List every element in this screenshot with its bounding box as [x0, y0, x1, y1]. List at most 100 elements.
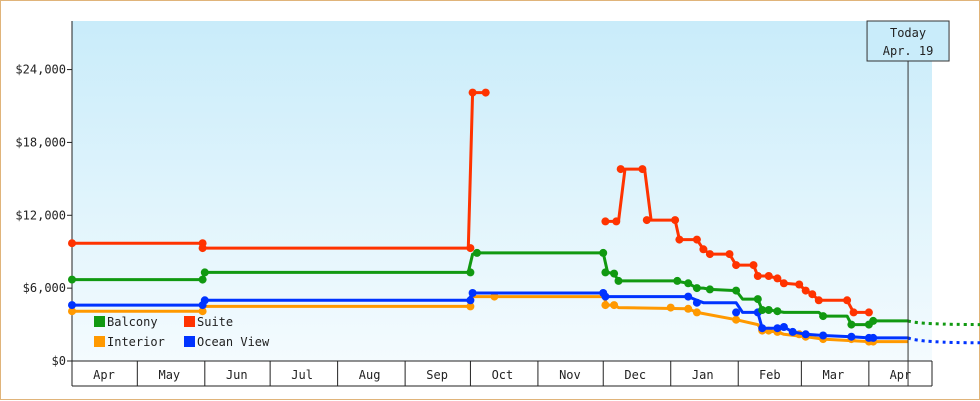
data-point-interior	[466, 302, 475, 311]
series-balcony	[68, 248, 909, 329]
data-point-suite	[749, 261, 758, 270]
x-tick-label: Mar	[823, 368, 845, 382]
x-tick-label: Oct	[492, 368, 514, 382]
data-point-balcony	[847, 320, 856, 329]
data-point-suite	[725, 250, 734, 259]
x-tick-label: Jul	[291, 368, 313, 382]
data-point-suite	[705, 250, 714, 259]
data-point-suite	[601, 217, 610, 226]
data-point-suite	[671, 216, 680, 225]
data-point-ocean-view	[692, 298, 701, 307]
data-point-ocean-view	[819, 331, 828, 340]
data-point-balcony	[466, 268, 475, 277]
data-point-balcony	[601, 268, 610, 277]
y-tick-label: $0	[52, 354, 66, 368]
legend-label-balcony: Balcony	[107, 315, 158, 329]
data-point-balcony	[764, 306, 773, 314]
data-point-balcony	[200, 268, 209, 277]
data-point-suite	[773, 274, 782, 283]
data-point-suite	[801, 286, 810, 295]
y-tick-label: $18,000	[15, 135, 66, 149]
data-point-balcony	[753, 295, 762, 304]
legend-swatch-ocean-view	[184, 336, 195, 347]
data-point-interior	[692, 308, 701, 317]
data-point-ocean-view	[801, 330, 810, 339]
data-point-balcony	[614, 276, 623, 285]
data-point-suite	[468, 88, 477, 97]
data-point-ocean-view	[869, 333, 878, 342]
data-point-balcony	[692, 284, 701, 293]
data-point-suite	[675, 235, 684, 244]
data-point-suite	[466, 244, 475, 253]
data-point-interior	[490, 292, 499, 301]
x-tick-label: Jun	[226, 368, 248, 382]
data-point-interior	[666, 303, 675, 312]
data-point-suite	[843, 296, 852, 305]
x-tick-label: May	[158, 368, 180, 382]
data-point-balcony	[758, 306, 767, 314]
data-point-ocean-view	[68, 301, 76, 310]
data-point-suite	[814, 296, 823, 305]
series-ocean-view	[68, 289, 909, 342]
series-layer	[68, 88, 980, 346]
data-point-suite	[795, 280, 804, 289]
data-point-suite	[68, 239, 76, 248]
data-point-balcony	[705, 285, 714, 294]
legend-label-interior: Interior	[107, 335, 165, 349]
data-point-suite	[753, 272, 762, 280]
data-point-suite	[849, 308, 858, 317]
y-tick-label: $6,000	[23, 281, 66, 295]
data-point-suite	[699, 245, 708, 254]
data-point-balcony	[473, 248, 481, 257]
today-date-label: Apr. 19	[883, 44, 934, 58]
data-point-balcony	[673, 276, 682, 285]
data-point-suite	[638, 165, 647, 174]
data-point-balcony	[610, 269, 619, 278]
data-point-balcony	[732, 286, 741, 295]
data-point-ocean-view	[779, 323, 788, 331]
data-point-balcony	[599, 248, 608, 257]
data-point-suite	[481, 88, 490, 97]
data-point-suite	[864, 308, 873, 317]
legend-label-suite: Suite	[197, 315, 233, 329]
data-point-balcony	[198, 275, 207, 284]
data-point-interior	[68, 307, 76, 316]
data-point-ocean-view	[684, 292, 693, 301]
legend-swatch-suite	[184, 316, 195, 327]
x-tick-label: Dec	[624, 368, 646, 382]
data-point-ocean-view	[732, 308, 741, 317]
data-point-ocean-view	[468, 289, 477, 297]
x-tick-label: Nov	[559, 368, 581, 382]
x-tick-label: Aug	[359, 368, 381, 382]
data-point-suite	[642, 216, 651, 225]
y-axis: $0 $6,000 $12,000 $18,000 $24,000	[15, 21, 73, 386]
legend-label-ocean-view: Ocean View	[197, 335, 270, 349]
data-point-suite	[764, 272, 773, 280]
data-point-ocean-view	[466, 296, 475, 305]
data-point-ocean-view	[200, 296, 209, 305]
data-point-suite	[732, 261, 741, 270]
x-tick-label: Sep	[426, 368, 448, 382]
data-point-interior	[610, 301, 619, 310]
data-point-balcony	[773, 307, 782, 316]
today-box	[866, 20, 950, 62]
data-point-suite	[779, 279, 788, 288]
data-point-ocean-view	[847, 332, 856, 341]
x-tick-label: Apr	[890, 368, 912, 382]
data-point-balcony	[869, 316, 878, 325]
data-point-balcony	[819, 312, 828, 321]
data-point-interior	[198, 307, 207, 316]
data-point-suite	[612, 217, 621, 226]
today-marker: Today Apr. 19	[866, 20, 950, 386]
data-point-ocean-view	[758, 324, 767, 333]
today-label: Today	[890, 26, 926, 40]
data-point-suite	[808, 290, 817, 299]
data-point-ocean-view	[773, 324, 782, 333]
data-point-interior	[684, 304, 693, 313]
data-point-balcony	[68, 275, 76, 284]
data-point-suite	[692, 235, 701, 244]
legend: Balcony Suite Interior Ocean View	[94, 315, 270, 349]
y-tick-label: $12,000	[15, 208, 66, 222]
data-point-suite	[616, 165, 625, 174]
